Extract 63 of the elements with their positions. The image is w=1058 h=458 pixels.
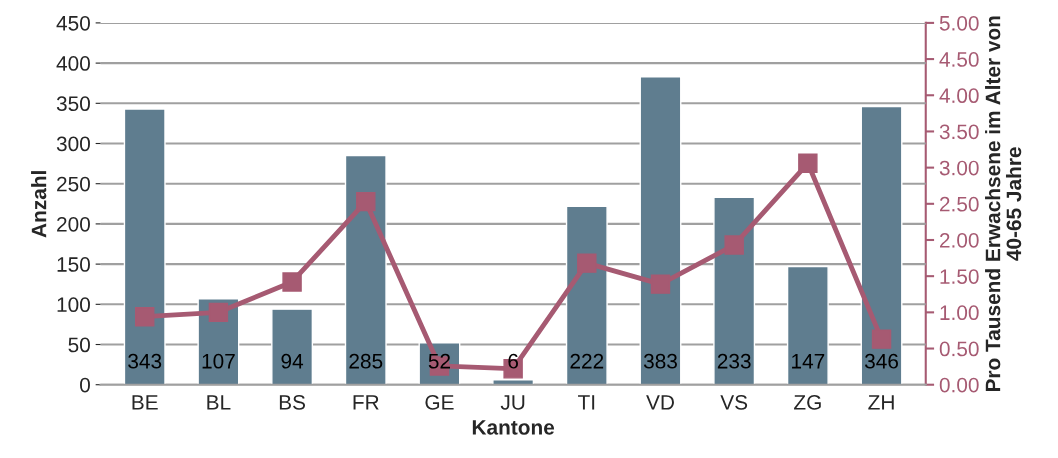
y2-tick-label: 0.50	[939, 341, 979, 357]
bar	[786, 265, 829, 385]
x-tick-label: BL	[207, 395, 231, 410]
y2-axis-title: Pro Tausend Erwachsene im Alter von 40-65 Jahre	[985, 16, 1022, 392]
x-tick-label: ZG	[794, 394, 821, 410]
point	[724, 235, 744, 255]
data-label: 383	[643, 353, 677, 369]
data-label: 222	[570, 353, 604, 369]
data-label: 343	[128, 353, 162, 369]
bar	[639, 76, 682, 385]
bar	[565, 205, 608, 385]
bar	[123, 108, 166, 385]
bar	[860, 105, 903, 385]
y2-tick-label: 2.50	[939, 196, 979, 212]
y2-tick-label: 2.00	[939, 232, 979, 248]
y2-tick-label: 1.50	[940, 269, 979, 284]
y-tick-label: 0	[80, 377, 90, 393]
data-label: 233	[717, 353, 751, 369]
y2-tick-label: 3.50	[939, 124, 979, 140]
bar	[344, 154, 387, 385]
x-tick-label: BS	[279, 394, 306, 410]
y-tick-label: 400	[56, 56, 90, 71]
y2-tick-label: 4.50	[939, 52, 979, 67]
data-label: 107	[202, 353, 235, 369]
bar	[271, 308, 314, 385]
point	[134, 306, 155, 327]
y2-tick-label: 0.00	[939, 377, 979, 393]
y-tick-label: 300	[56, 136, 90, 152]
point	[356, 191, 376, 212]
y2-tick-label: 5.00	[939, 15, 979, 31]
y-axis-title: Anzahl	[31, 171, 47, 238]
y-tick-label: 100	[57, 297, 90, 313]
y-tick-label: 200	[57, 216, 90, 232]
y-tick-label: 50	[68, 337, 90, 353]
y-tick-label: 450	[56, 15, 90, 31]
y2-tick-label: 3.00	[939, 160, 979, 176]
x-tick-label: VS	[720, 394, 748, 410]
x-tick-label: ZH	[868, 395, 894, 410]
x-tick-label: FR	[353, 395, 379, 410]
y-tick-label: 350	[56, 96, 90, 112]
data-label: 346	[864, 353, 899, 369]
point	[798, 153, 818, 174]
y2-tick-label: 4.00	[939, 88, 979, 104]
y2-tick-label: 1.00	[940, 305, 979, 321]
data-label: 147	[792, 354, 825, 369]
data-label: 94	[281, 353, 304, 369]
bar	[492, 379, 535, 385]
x-axis-title: Kantone	[472, 420, 555, 435]
point	[577, 253, 597, 273]
x-tick-label: BE	[132, 395, 158, 410]
data-label: 285	[349, 353, 383, 369]
x-tick-label: TI	[578, 395, 595, 410]
y-tick-label: 250	[57, 176, 90, 192]
point	[650, 274, 671, 294]
bar	[713, 196, 756, 385]
x-tick-label: GE	[425, 394, 454, 410]
x-tick-label: VD	[646, 395, 674, 410]
data-label: 52	[428, 353, 450, 369]
x-tick-label: JU	[500, 395, 525, 410]
point	[282, 272, 302, 292]
y-tick-label: 150	[57, 257, 90, 272]
point	[871, 329, 892, 349]
point	[208, 302, 229, 323]
